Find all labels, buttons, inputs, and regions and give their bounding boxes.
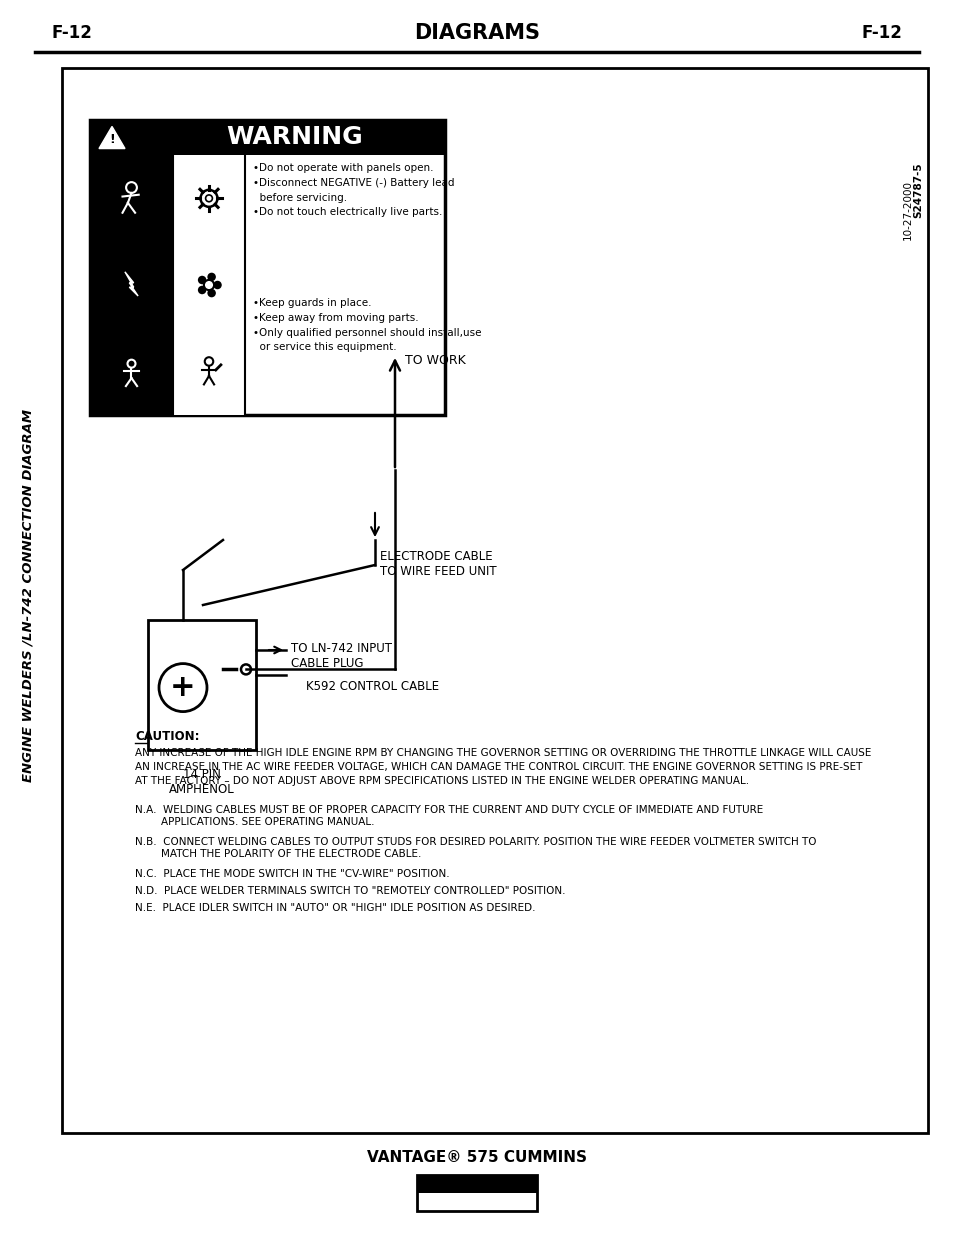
Text: N.E.  PLACE IDLER SWITCH IN "AUTO" OR "HIGH" IDLE POSITION AS DESIRED.: N.E. PLACE IDLER SWITCH IN "AUTO" OR "HI… bbox=[135, 903, 535, 913]
Bar bbox=[416, 1174, 537, 1193]
Circle shape bbox=[204, 280, 213, 290]
Text: TO WORK: TO WORK bbox=[405, 353, 465, 367]
Circle shape bbox=[213, 280, 221, 289]
Text: WARNING: WARNING bbox=[227, 126, 363, 149]
Text: 10-27-2000: 10-27-2000 bbox=[902, 180, 912, 240]
Bar bbox=[62, 68, 927, 1132]
Bar bbox=[90, 120, 444, 415]
Text: VANTAGE® 575 CUMMINS: VANTAGE® 575 CUMMINS bbox=[367, 1151, 586, 1166]
Text: AN INCREASE IN THE AC WIRE FEEDER VOLTAGE, WHICH CAN DAMAGE THE CONTROL CIRCUIT.: AN INCREASE IN THE AC WIRE FEEDER VOLTAG… bbox=[135, 762, 862, 772]
Bar bbox=[416, 1174, 537, 1212]
Bar bbox=[172, 156, 245, 415]
Text: AT THE FACTORY – DO NOT ADJUST ABOVE RPM SPECIFICATIONS LISTED IN THE ENGINE WEL: AT THE FACTORY – DO NOT ADJUST ABOVE RPM… bbox=[135, 776, 748, 785]
Text: •Do not operate with panels open.
•Disconnect NEGATIVE (-) Battery lead
  before: •Do not operate with panels open. •Disco… bbox=[253, 163, 454, 217]
Circle shape bbox=[197, 275, 206, 284]
Circle shape bbox=[207, 273, 215, 282]
Text: +: + bbox=[170, 673, 195, 703]
Text: K592 CONTROL CABLE: K592 CONTROL CABLE bbox=[306, 680, 438, 693]
Polygon shape bbox=[125, 272, 138, 296]
Text: ANY INCREASE OF THE HIGH IDLE ENGINE RPM BY CHANGING THE GOVERNOR SETTING OR OVE: ANY INCREASE OF THE HIGH IDLE ENGINE RPM… bbox=[135, 748, 870, 758]
Text: LINCOLN®: LINCOLN® bbox=[439, 1195, 514, 1209]
Bar bbox=[148, 620, 255, 750]
Text: ELECTRIC: ELECTRIC bbox=[443, 1177, 510, 1191]
Text: S24787-5: S24787-5 bbox=[912, 162, 923, 217]
Text: F-12: F-12 bbox=[861, 23, 901, 42]
Text: F-12: F-12 bbox=[52, 23, 92, 42]
Text: 14 PIN
AMPHENOL: 14 PIN AMPHENOL bbox=[169, 768, 234, 797]
Text: !: ! bbox=[109, 133, 114, 146]
Circle shape bbox=[207, 289, 215, 298]
Circle shape bbox=[197, 285, 206, 294]
Text: TO LN-742 INPUT
CABLE PLUG: TO LN-742 INPUT CABLE PLUG bbox=[291, 642, 392, 671]
Text: N.A.  WELDING CABLES MUST BE OF PROPER CAPACITY FOR THE CURRENT AND DUTY CYCLE O: N.A. WELDING CABLES MUST BE OF PROPER CA… bbox=[135, 805, 762, 826]
Bar bbox=[90, 120, 444, 156]
Text: N.C.  PLACE THE MODE SWITCH IN THE "CV-WIRE" POSITION.: N.C. PLACE THE MODE SWITCH IN THE "CV-WI… bbox=[135, 869, 449, 879]
Text: N.B.  CONNECT WELDING CABLES TO OUTPUT STUDS FOR DESIRED POLARITY. POSITION THE : N.B. CONNECT WELDING CABLES TO OUTPUT ST… bbox=[135, 837, 816, 858]
Text: ENGINE WELDERS /LN-742 CONNECTION DIAGRAM: ENGINE WELDERS /LN-742 CONNECTION DIAGRA… bbox=[22, 409, 34, 782]
Text: CAUTION:: CAUTION: bbox=[135, 730, 199, 743]
Text: ELECTRODE CABLE
TO WIRE FEED UNIT: ELECTRODE CABLE TO WIRE FEED UNIT bbox=[379, 550, 497, 578]
Polygon shape bbox=[99, 126, 125, 148]
Text: N.D.  PLACE WELDER TERMINALS SWITCH TO "REMOTELY CONTROLLED" POSITION.: N.D. PLACE WELDER TERMINALS SWITCH TO "R… bbox=[135, 885, 565, 897]
Bar bbox=[90, 156, 172, 415]
Text: •Keep guards in place.
•Keep away from moving parts.
•Only qualified personnel s: •Keep guards in place. •Keep away from m… bbox=[253, 298, 481, 352]
Text: DIAGRAMS: DIAGRAMS bbox=[414, 23, 539, 43]
